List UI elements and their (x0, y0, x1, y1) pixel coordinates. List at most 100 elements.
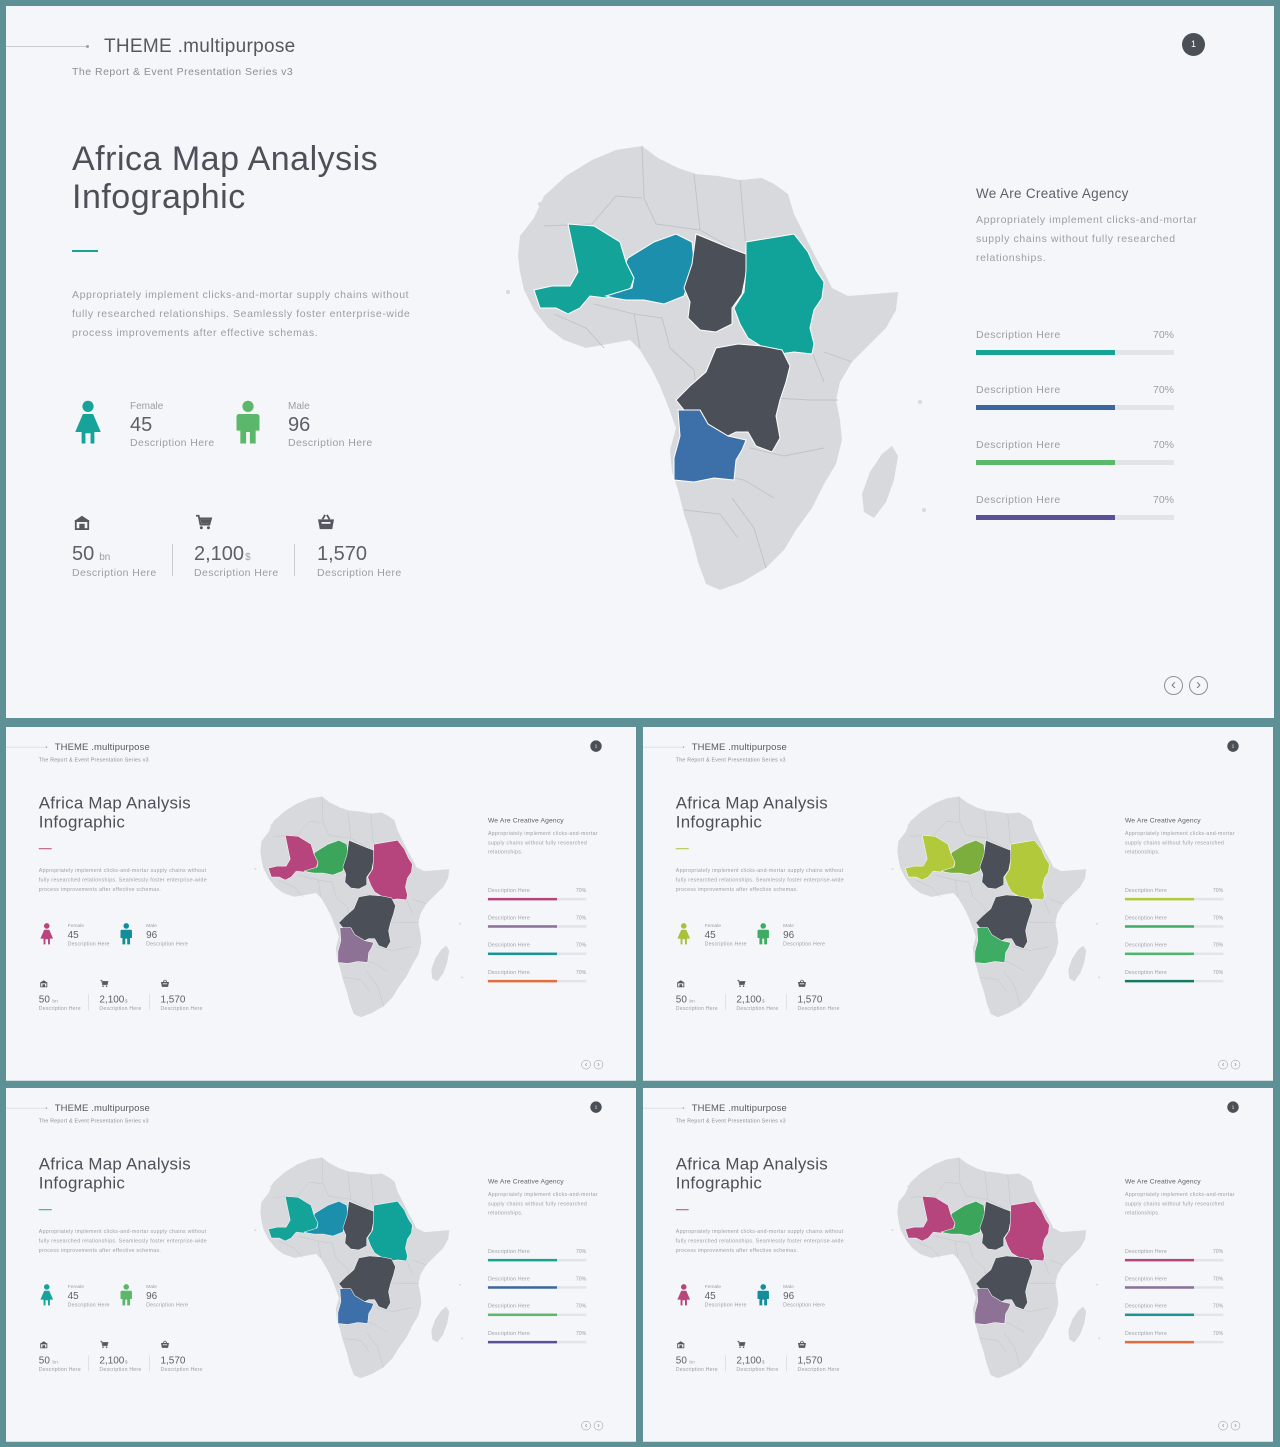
title-line-1: Africa Map Analysis (675, 793, 828, 813)
bar-2-track (1124, 925, 1224, 928)
bar-3-fill (976, 460, 1115, 465)
madagascar (431, 945, 450, 982)
header-dot (682, 746, 685, 748)
cart-icon (737, 979, 746, 987)
stat-3-description: Description Here (797, 1005, 840, 1012)
female-icon (677, 923, 691, 945)
stat-1-description: Description Here (675, 1366, 718, 1373)
bar-2-track (487, 1286, 587, 1289)
island (891, 868, 894, 871)
bar-4-track (487, 979, 587, 983)
store-icon (39, 1341, 48, 1349)
male-icon (757, 1284, 769, 1306)
bar-4-label: Description Here (487, 969, 530, 976)
bar-1-label: Description Here (487, 887, 530, 894)
prev-slide-button[interactable]: ‹ (581, 1059, 591, 1070)
header-dot (45, 1107, 48, 1109)
store-icon (74, 515, 90, 530)
series-subtitle: The Report & Event Presentation Series v… (38, 756, 149, 763)
title-line-1: Africa Map Analysis (675, 1154, 828, 1174)
prev-slide-button[interactable]: ‹ (1164, 676, 1183, 695)
bar-4-fill (1124, 1340, 1194, 1344)
stat-2-unit: $ (124, 998, 128, 1004)
agency-text: Appropriately implement clicks-and-morta… (976, 214, 1198, 264)
bar-4-track (1124, 1340, 1224, 1344)
country-drc (338, 894, 396, 949)
bar-4-percent: 70% (575, 969, 587, 976)
stat-2-value: 2,100$ (736, 993, 765, 1005)
male-label: Male (783, 923, 794, 929)
africa-map (891, 796, 1101, 1018)
bar-4-label: Description Here (1124, 969, 1167, 976)
stat-2-value: 2,100$ (736, 1354, 765, 1366)
female-icon (40, 1284, 54, 1306)
female-icon (677, 1284, 691, 1306)
basket-icon (318, 514, 334, 530)
bar-3-track (487, 1313, 587, 1317)
country-borders (910, 796, 1064, 1007)
next-slide-button[interactable]: › (593, 1420, 604, 1431)
female-description: Description Here (130, 437, 215, 449)
stat-1-value: 50 bn (38, 1354, 58, 1366)
next-slide-button[interactable]: › (1230, 1059, 1241, 1070)
bar-1-percent: 70% (575, 1248, 587, 1255)
female-value: 45 (67, 1290, 79, 1302)
stat-2-unit: $ (761, 998, 765, 1004)
bar-3-track (487, 952, 587, 956)
title-accent-line (38, 1209, 52, 1211)
basket-icon (798, 979, 806, 987)
header-dot (682, 1107, 685, 1109)
agency-title: We Are Creative Agency (1124, 816, 1201, 824)
country-niger (940, 840, 986, 876)
page-number-badge: 1 (1227, 1101, 1239, 1113)
next-slide-button[interactable]: › (1230, 1420, 1241, 1431)
bar-2-percent: 70% (1212, 914, 1224, 921)
female-description: Description Here (704, 1302, 747, 1309)
male-icon (120, 923, 132, 945)
bar-4-fill (487, 1340, 557, 1344)
stat-1-description: Description Here (675, 1005, 718, 1012)
agency-title: We Are Creative Agency (487, 816, 564, 824)
bar-3-track (1124, 1313, 1224, 1317)
next-slide-button[interactable]: › (1189, 676, 1208, 695)
stat-2-description: Description Here (194, 567, 279, 579)
madagascar (1068, 1306, 1087, 1343)
stat-2-unit: $ (245, 552, 251, 563)
island (506, 290, 510, 294)
slide: THEME .multipurpose The Report & Event P… (643, 1088, 1273, 1442)
stat-divider (172, 544, 173, 576)
prev-slide-button[interactable]: ‹ (1218, 1420, 1228, 1431)
stat-2-description: Description Here (99, 1005, 142, 1012)
agency-title: We Are Creative Agency (976, 186, 1129, 201)
stat-1-value: 50 bn (675, 1354, 695, 1366)
bar-3-label: Description Here (976, 439, 1061, 451)
intro-text: Appropriately implement clicks-and-morta… (38, 1228, 207, 1254)
brand-name: THEME .multipurpose (691, 1102, 787, 1114)
male-icon (236, 400, 260, 444)
country-niger (303, 1201, 349, 1237)
male-label: Male (146, 923, 157, 929)
prev-slide-button[interactable]: ‹ (1218, 1059, 1228, 1070)
bar-2-percent: 70% (1212, 1275, 1224, 1282)
male-description: Description Here (146, 1302, 189, 1309)
cart-icon (737, 1340, 746, 1348)
store-icon (676, 1341, 685, 1349)
island (918, 400, 922, 404)
country-niger (604, 233, 695, 305)
stat-2-description: Description Here (99, 1366, 142, 1373)
male-value: 96 (146, 1290, 158, 1302)
male-value: 96 (288, 414, 311, 436)
prev-slide-button[interactable]: ‹ (581, 1420, 591, 1431)
country-sudan (1004, 840, 1050, 901)
bar-4-percent: 70% (1212, 1330, 1224, 1337)
bar-3-percent: 70% (1152, 439, 1174, 451)
bar-1-percent: 70% (1212, 1248, 1224, 1255)
next-slide-button[interactable]: › (593, 1059, 604, 1070)
bar-3-track (976, 460, 1174, 465)
stat-2-unit: $ (761, 1359, 765, 1365)
country-sudan (733, 233, 825, 355)
header-dot (45, 746, 48, 748)
bar-2-label: Description Here (976, 384, 1061, 396)
male-value: 96 (783, 929, 795, 941)
male-label: Male (146, 1284, 157, 1290)
